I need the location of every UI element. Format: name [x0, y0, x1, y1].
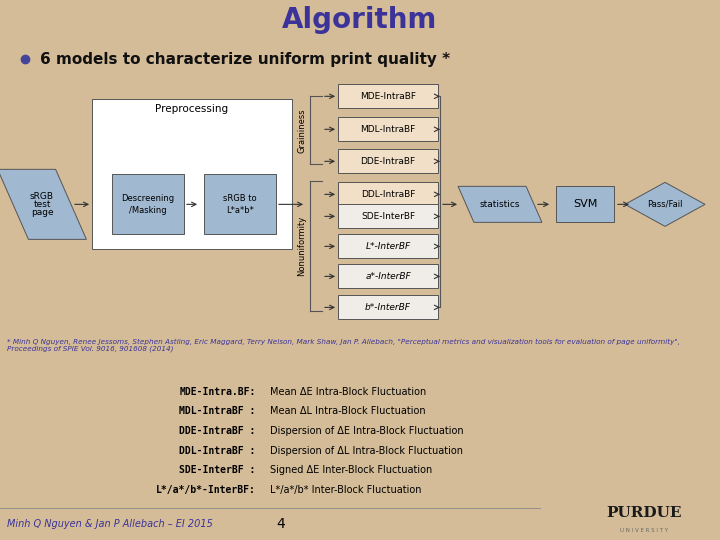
- Text: Mean ΔL Intra-Block Fluctuation: Mean ΔL Intra-Block Fluctuation: [270, 407, 426, 416]
- Text: SDE-InterBF :: SDE-InterBF :: [179, 465, 256, 475]
- FancyBboxPatch shape: [338, 295, 438, 319]
- FancyBboxPatch shape: [112, 174, 184, 234]
- FancyBboxPatch shape: [338, 234, 438, 258]
- Text: Preprocessing: Preprocessing: [156, 104, 228, 114]
- FancyBboxPatch shape: [204, 174, 276, 234]
- Text: sRGB to: sRGB to: [223, 194, 257, 203]
- Text: SVM: SVM: [573, 199, 597, 210]
- FancyBboxPatch shape: [338, 265, 438, 288]
- FancyBboxPatch shape: [338, 117, 438, 141]
- FancyBboxPatch shape: [338, 84, 438, 109]
- Text: a*-InterBF: a*-InterBF: [365, 272, 411, 281]
- Polygon shape: [625, 183, 705, 226]
- Text: statistics: statistics: [480, 200, 521, 209]
- Text: MDL-IntraBF: MDL-IntraBF: [361, 125, 415, 134]
- Text: test: test: [33, 200, 50, 209]
- Text: SDE-InterBF: SDE-InterBF: [361, 212, 415, 221]
- Text: Algorithm: Algorithm: [282, 6, 438, 34]
- Text: Descreening: Descreening: [122, 194, 174, 203]
- Text: MDL-IntraBF :: MDL-IntraBF :: [179, 407, 256, 416]
- Text: 4: 4: [276, 517, 285, 531]
- Text: sRGB: sRGB: [30, 192, 54, 201]
- Text: DDL-IntraBF: DDL-IntraBF: [361, 190, 415, 199]
- Text: Dispersion of ΔL Intra-Block Fluctuation: Dispersion of ΔL Intra-Block Fluctuation: [270, 446, 463, 456]
- Text: L*-InterBF: L*-InterBF: [366, 242, 410, 251]
- Text: Dispersion of ΔE Intra-Block Fluctuation: Dispersion of ΔE Intra-Block Fluctuation: [270, 426, 464, 436]
- Text: b*-InterBF: b*-InterBF: [365, 303, 411, 312]
- Polygon shape: [458, 186, 542, 222]
- Text: page: page: [31, 208, 53, 217]
- FancyBboxPatch shape: [338, 183, 438, 206]
- Text: PURDUE: PURDUE: [607, 506, 682, 520]
- FancyBboxPatch shape: [556, 186, 614, 222]
- Text: Graininess: Graininess: [297, 108, 307, 153]
- Text: L*/a*/b* Inter-Block Fluctuation: L*/a*/b* Inter-Block Fluctuation: [270, 485, 421, 495]
- FancyBboxPatch shape: [338, 150, 438, 173]
- Text: DDE-IntraBF: DDE-IntraBF: [361, 157, 415, 166]
- Text: * Minh Q Nguyen, Renee Jessoms, Stephen Astling, Eric Maggard, Terry Nelson, Mar: * Minh Q Nguyen, Renee Jessoms, Stephen …: [7, 339, 680, 352]
- Text: Nonuniformity: Nonuniformity: [297, 216, 307, 276]
- Polygon shape: [0, 170, 86, 239]
- Text: L*/a*/b*-InterBF:: L*/a*/b*-InterBF:: [156, 485, 256, 495]
- Text: Signed ΔE Inter-Block Fluctuation: Signed ΔE Inter-Block Fluctuation: [270, 465, 432, 475]
- Text: L*a*b*: L*a*b*: [226, 206, 254, 215]
- Text: Mean ΔE Intra-Block Fluctuation: Mean ΔE Intra-Block Fluctuation: [270, 387, 426, 397]
- Text: Minh Q Nguyen & Jan P Allebach – EI 2015: Minh Q Nguyen & Jan P Allebach – EI 2015: [7, 519, 213, 529]
- Text: /Masking: /Masking: [129, 206, 167, 215]
- Text: MDE-Intra.BF:: MDE-Intra.BF:: [179, 387, 256, 397]
- Text: MDE-IntraBF: MDE-IntraBF: [360, 92, 416, 101]
- Text: DDE-IntraBF :: DDE-IntraBF :: [179, 426, 256, 436]
- Text: DDL-IntraBF :: DDL-IntraBF :: [179, 446, 256, 456]
- FancyBboxPatch shape: [338, 204, 438, 228]
- Text: 6 models to characterize uniform print quality *: 6 models to characterize uniform print q…: [40, 52, 450, 67]
- FancyBboxPatch shape: [92, 99, 292, 249]
- Text: U N I V E R S I T Y: U N I V E R S I T Y: [621, 528, 668, 533]
- Text: Pass/Fail: Pass/Fail: [647, 200, 683, 209]
